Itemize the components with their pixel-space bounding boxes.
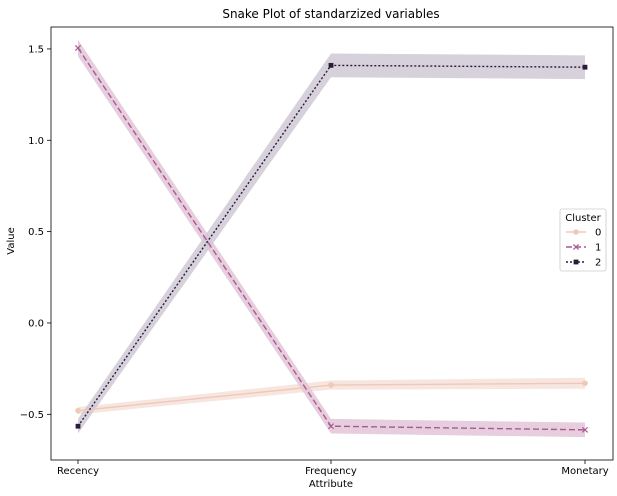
confidence-bands xyxy=(78,39,585,438)
x-tick-label-monetary: Monetary xyxy=(561,466,608,477)
confidence-band-cluster-1 xyxy=(78,39,585,438)
y-axis: −0.5 0.0 0.5 1.0 1.5 xyxy=(20,44,51,421)
legend-marker xyxy=(573,259,579,265)
data-point-cluster-0-recency xyxy=(75,407,81,414)
chart-title: Snake Plot of standarzized variables xyxy=(222,7,439,21)
y-axis-label: Value xyxy=(6,227,17,254)
legend: Cluster 0 1 2 xyxy=(559,208,607,272)
data-point-cluster-2-recency xyxy=(75,423,81,429)
y-tick-label: 1.0 xyxy=(28,136,44,147)
legend-marker xyxy=(572,243,580,251)
series-line-cluster-2 xyxy=(77,64,586,427)
legend-label: 2 xyxy=(595,258,601,269)
data-point-cluster-1-monetary xyxy=(581,426,589,433)
series-line-cluster-1 xyxy=(77,47,586,431)
legend-marker xyxy=(573,229,579,235)
y-tick-label: 0.5 xyxy=(28,227,44,238)
legend-item-cluster-0: 0 xyxy=(566,228,601,239)
y-tick-label: 1.5 xyxy=(28,44,44,55)
data-point-cluster-0-frequency xyxy=(328,382,334,388)
legend-item-cluster-1: 1 xyxy=(566,243,601,254)
confidence-band-cluster-0 xyxy=(78,377,585,415)
y-tick-label: −0.5 xyxy=(20,410,44,421)
x-tick-label-recency: Recency xyxy=(57,466,99,477)
x-axis-label: Attribute xyxy=(309,479,353,490)
x-axis: Recency Frequency Monetary xyxy=(57,460,609,477)
series-markers xyxy=(74,44,589,433)
data-point-cluster-2-frequency xyxy=(328,62,334,68)
data-point-cluster-0-monetary xyxy=(582,380,588,387)
data-point-cluster-1-recency xyxy=(74,44,82,52)
legend-item-cluster-2: 2 xyxy=(566,258,601,269)
legend-frame xyxy=(559,208,607,272)
data-point-cluster-1-frequency xyxy=(327,423,335,430)
legend-label: 0 xyxy=(595,228,601,239)
data-point-cluster-2-monetary xyxy=(582,64,588,70)
x-tick-label-frequency: Frequency xyxy=(305,466,357,477)
confidence-band-cluster-2 xyxy=(78,53,585,434)
plot-frame xyxy=(50,26,614,461)
y-tick-label: 0.0 xyxy=(28,318,44,329)
legend-label: 1 xyxy=(595,243,601,254)
series-lines xyxy=(77,47,586,431)
legend-title: Cluster xyxy=(565,213,601,224)
